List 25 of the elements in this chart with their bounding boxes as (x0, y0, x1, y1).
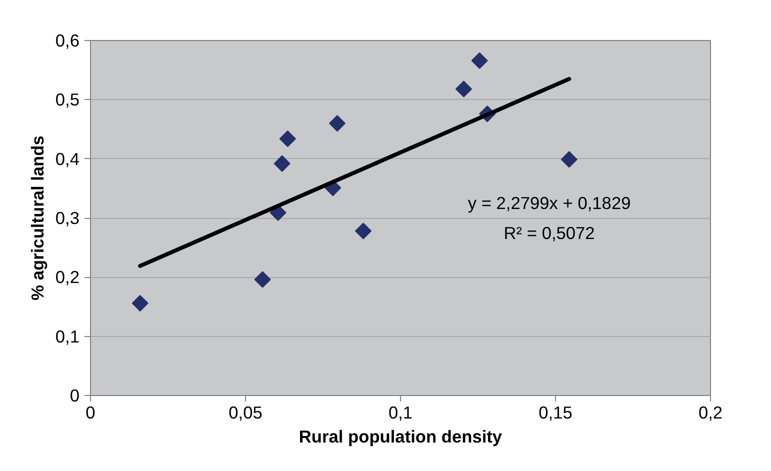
annotation: R² = 0,5072 (504, 222, 595, 243)
x-tick-label: 0,2 (698, 402, 723, 422)
point (279, 130, 296, 147)
y-tick-label: 0 (70, 386, 80, 406)
point (132, 294, 148, 312)
point (328, 115, 346, 132)
point (355, 222, 372, 240)
y-tick-label: 0,4 (55, 148, 80, 169)
point (560, 151, 578, 168)
y-tick-label: 0,3 (55, 208, 80, 228)
y-tick-label: 0,6 (55, 30, 80, 50)
y-axis-title: % agricultural lands (27, 136, 48, 300)
y-tick-label: 0,2 (55, 267, 80, 288)
x-tick-label: 0,15 (538, 402, 572, 422)
point (471, 52, 488, 69)
y-tick-label: 0,1 (55, 326, 80, 346)
y-tick-label: 0,5 (55, 90, 80, 110)
x-tick-label: 0,05 (228, 402, 262, 422)
x-tick-label: 0,1 (388, 402, 413, 422)
point (274, 155, 290, 172)
point (254, 271, 271, 288)
point (455, 80, 472, 98)
annotation: y = 2,2799x + 0,1829 (468, 193, 631, 214)
x-tick-label: 0 (86, 402, 96, 422)
x-axis-title: Rural population density (298, 426, 502, 446)
